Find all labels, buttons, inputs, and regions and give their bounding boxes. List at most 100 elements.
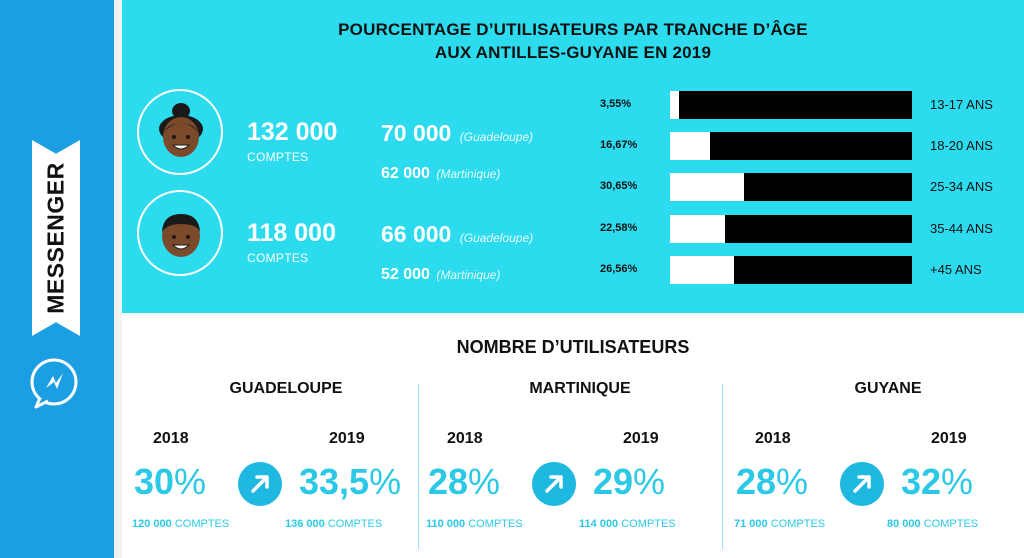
age-pct-label: 30,65%: [600, 180, 638, 192]
age-pct-label: 26,56%: [600, 263, 638, 275]
age-bar-track: [670, 173, 912, 201]
men-guadeloupe: 66 000 (Guadeloupe): [381, 221, 533, 248]
users-title: NOMBRE D’UTILISATEURS: [456, 337, 690, 357]
women-martinique-label: (Martinique): [436, 167, 501, 181]
accounts-word: COMPTES: [923, 518, 979, 530]
accounts-2018: 110 000 COMPTES: [426, 518, 523, 530]
accounts-2019: 80 000 COMPTES: [887, 518, 978, 530]
men-total-label: COMPTES: [247, 251, 309, 265]
age-bar-fill: [670, 256, 735, 284]
age-pct-label: 3,55%: [600, 98, 632, 110]
men-total: 118 000: [247, 219, 336, 247]
pct-2019-value: 33,5: [299, 461, 370, 502]
age-bar-track: [670, 215, 912, 243]
year-2018-label: 2018: [447, 430, 483, 447]
age-row: 3,55% 13-17 ANS: [600, 91, 1010, 119]
pct-2018: 28%: [736, 461, 808, 503]
region-name: GUYANE: [854, 380, 922, 397]
accounts-word: COMPTES: [770, 518, 826, 530]
age-row: 30,65% 25-34 ANS: [600, 173, 1010, 201]
age-range-label: 13-17 ANS: [930, 97, 993, 112]
pct-2018: 30%: [134, 461, 206, 503]
brand-tag: [32, 140, 80, 336]
women-guadeloupe-label: (Guadeloupe): [459, 130, 534, 144]
women-martinique-value: 62 000: [381, 165, 430, 182]
age-pct-label: 22,58%: [600, 222, 638, 234]
accounts-word: COMPTES: [468, 518, 523, 530]
accounts-2018-value: 71 000: [734, 518, 768, 530]
increase-arrow-icon: [840, 462, 884, 506]
men-martinique-value: 52 000: [381, 266, 430, 283]
accounts-2018: 120 000 COMPTES: [132, 518, 229, 530]
accounts-2019-value: 80 000: [887, 518, 921, 530]
year-2018-label: 2018: [153, 430, 189, 447]
woman-avatar-icon: [137, 89, 223, 175]
accounts-word: COMPTES: [174, 518, 230, 530]
region-column: GUYANE 2018 2019 28% 32% 71 000 COMPTES 80 000…: [734, 378, 1024, 548]
accounts-2019: 114 000 COMPTES: [579, 518, 676, 530]
men-guadeloupe-label: (Guadeloupe): [459, 231, 534, 245]
age-bar-track: [670, 91, 912, 119]
women-guadeloupe-value: 70 000: [381, 120, 452, 146]
age-range-label: 25-34 ANS: [930, 179, 993, 194]
accounts-2018: 71 000 COMPTES: [734, 518, 825, 530]
women-total: 132 000: [247, 118, 338, 146]
accounts-2019-value: 114 000: [579, 518, 619, 530]
men-martinique-label: (Martinique): [436, 268, 501, 282]
age-range-label: 18-20 ANS: [930, 138, 993, 153]
pct-symbol: %: [174, 461, 207, 502]
year-2019-label: 2019: [623, 430, 659, 447]
region-column: GUADELOUPE 2018 2019 30% 33,5% 120 000 COMPTE…: [132, 378, 436, 548]
pct-2019: 32%: [901, 461, 973, 503]
age-panel-title: POURCENTAGE D’UTILISATEURS PAR TRANCHE D…: [122, 18, 1024, 64]
pct-2018-value: 28: [736, 461, 777, 502]
women-martinique: 62 000 (Martinique): [381, 165, 500, 183]
pct-symbol: %: [941, 461, 974, 502]
pct-symbol: %: [369, 461, 402, 502]
accounts-2019-value: 136 000: [285, 518, 325, 530]
age-bar-fill: [670, 215, 725, 243]
pct-2019: 33,5%: [299, 461, 401, 503]
man-avatar-icon: [137, 190, 223, 276]
pct-2019-value: 29: [593, 461, 634, 502]
accounts-word: COMPTES: [621, 518, 676, 530]
age-range-label: +45 ANS: [930, 262, 982, 277]
women-guadeloupe: 70 000 (Guadeloupe): [381, 120, 533, 147]
title-line-1: POURCENTAGE D’UTILISATEURS PAR TRANCHE D…: [338, 20, 808, 39]
region-column: MARTINIQUE 2018 2019 28% 29% 110 000 COMPTES 1…: [426, 378, 730, 548]
column-divider: [418, 384, 419, 549]
region-name: GUADELOUPE: [229, 380, 343, 397]
year-2018-label: 2018: [755, 430, 791, 447]
year-2019-label: 2019: [931, 430, 967, 447]
age-bar-fill: [670, 173, 745, 201]
pct-symbol: %: [468, 461, 501, 502]
pct-2019: 29%: [593, 461, 665, 503]
age-bar-track: [670, 132, 912, 160]
column-divider: [722, 384, 723, 549]
sidebar-stripe: [114, 0, 122, 558]
title-line-2: AUX ANTILLES-GUYANE EN 2019: [434, 43, 712, 62]
brand-name: MESSENGER: [42, 162, 69, 314]
men-guadeloupe-value: 66 000: [381, 221, 452, 247]
age-bar-fill: [670, 132, 711, 160]
region-name: MARTINIQUE: [529, 380, 631, 397]
age-row: 22,58% 35-44 ANS: [600, 215, 1010, 243]
increase-arrow-icon: [238, 462, 282, 506]
pct-2018: 28%: [428, 461, 500, 503]
pct-2018-value: 28: [428, 461, 469, 502]
messenger-icon: [26, 354, 84, 412]
increase-arrow-icon: [532, 462, 576, 506]
accounts-word: COMPTES: [327, 518, 383, 530]
age-row: 26,56% +45 ANS: [600, 256, 1010, 284]
accounts-2019: 136 000 COMPTES: [285, 518, 382, 530]
men-martinique: 52 000 (Martinique): [381, 266, 500, 284]
accounts-2018-value: 110 000: [426, 518, 466, 530]
age-pct-label: 16,67%: [600, 139, 638, 151]
pct-symbol: %: [776, 461, 809, 502]
age-range-label: 35-44 ANS: [930, 221, 993, 236]
pct-2018-value: 30: [134, 461, 175, 502]
year-2019-label: 2019: [329, 430, 365, 447]
women-total-label: COMPTES: [247, 150, 309, 164]
pct-2019-value: 32: [901, 461, 942, 502]
accounts-2018-value: 120 000: [132, 518, 172, 530]
